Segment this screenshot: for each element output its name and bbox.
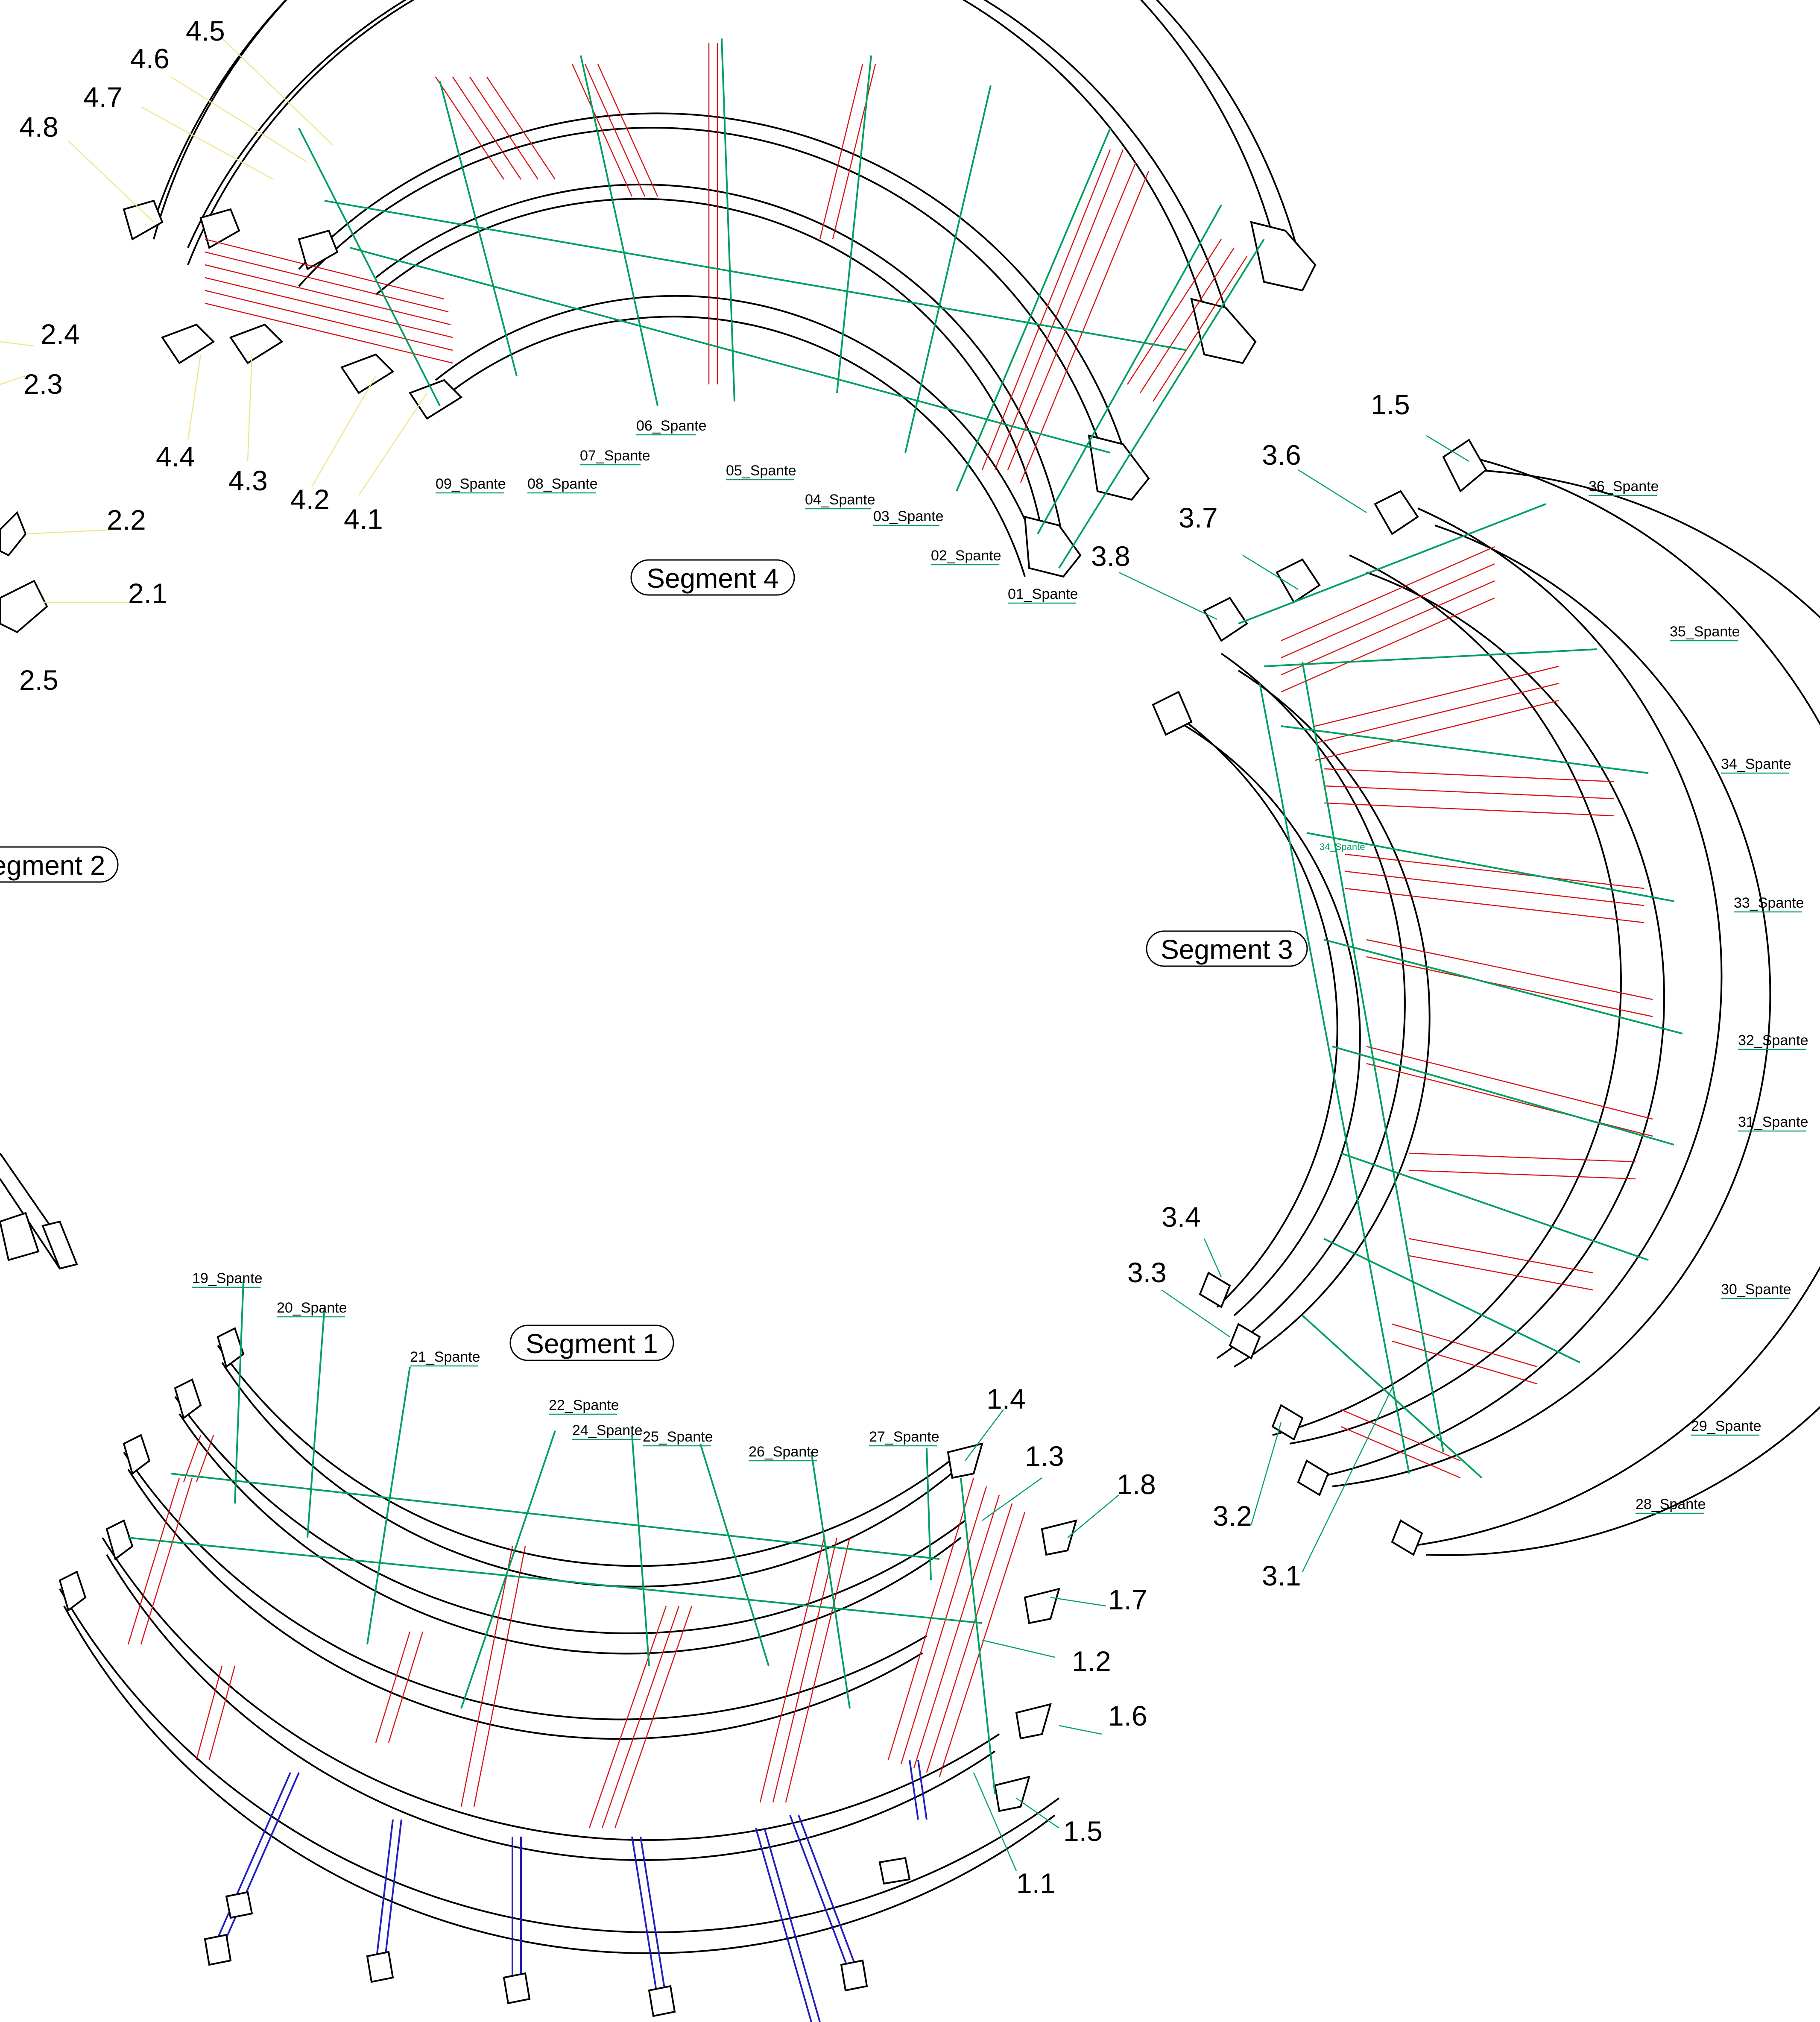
spante-label-07: 07_Spante bbox=[580, 448, 650, 464]
label-1-5-bottom: 1.5 bbox=[1063, 1815, 1103, 1847]
label-4-1: 4.1 bbox=[344, 503, 383, 535]
segment-3-tag bbox=[1146, 930, 1308, 967]
label-1-6: 1.6 bbox=[1108, 1700, 1147, 1732]
spante-label-09: 09_Spante bbox=[436, 476, 506, 492]
segment-4-title: Segment 4 bbox=[647, 563, 779, 594]
label-4-4: 4.4 bbox=[156, 441, 195, 472]
label-3-7: 3.7 bbox=[1179, 502, 1218, 533]
segment-1-tag bbox=[509, 1325, 674, 1361]
spante-label-03: 03_Spante bbox=[873, 508, 944, 525]
spante-label-05: 05_Spante bbox=[726, 463, 796, 479]
label-4-7: 4.7 bbox=[83, 81, 123, 113]
label-2-3: 2.3 bbox=[23, 368, 63, 400]
spante-label-06: 06_Spante bbox=[636, 418, 707, 434]
spante-label-33: 33_Spante bbox=[1734, 895, 1804, 911]
spante-label-21: 21_Spante bbox=[410, 1349, 480, 1365]
spante-label-02: 02_Spante bbox=[931, 548, 1001, 564]
spante-label-36: 36_Spante bbox=[1589, 478, 1659, 495]
segment-3-title: Segment 3 bbox=[1161, 934, 1293, 965]
label-2-1: 2.1 bbox=[128, 577, 167, 609]
label-4-5: 4.5 bbox=[186, 15, 225, 47]
label-4-2: 4.2 bbox=[290, 484, 330, 515]
label-1-2: 1.2 bbox=[1072, 1645, 1111, 1677]
spante-label-29: 29_Spante bbox=[1691, 1418, 1761, 1434]
segment-2-title: egment 2 bbox=[0, 850, 105, 881]
label-3-3: 3.3 bbox=[1127, 1257, 1167, 1288]
label-1-1: 1.1 bbox=[1016, 1867, 1056, 1899]
segment-2-structure bbox=[0, 511, 78, 1270]
label-4-8: 4.8 bbox=[19, 111, 59, 143]
spante-label-26: 26_Spante bbox=[749, 1444, 819, 1460]
segment-2-tag bbox=[0, 846, 119, 883]
spante-label-32: 32_Spante bbox=[1738, 1032, 1808, 1049]
label-2-5: 2.5 bbox=[19, 664, 59, 696]
label-1-4: 1.4 bbox=[986, 1383, 1026, 1415]
spante-label-19: 19_Spante bbox=[192, 1270, 263, 1286]
label-1-8: 1.8 bbox=[1117, 1468, 1156, 1500]
label-1-5-top: 1.5 bbox=[1371, 389, 1410, 420]
label-3-8: 3.8 bbox=[1091, 540, 1130, 572]
spante-label-30: 30_Spante bbox=[1721, 1281, 1791, 1298]
spante-label-34: 34_Spante bbox=[1721, 756, 1791, 772]
spante-label-31: 31_Spante bbox=[1738, 1114, 1808, 1130]
spante-label-28: 28_Spante bbox=[1636, 1496, 1706, 1512]
spante-label-35: 35_Spante bbox=[1670, 624, 1740, 640]
label-4-3: 4.3 bbox=[228, 465, 268, 496]
label-2-4: 2.4 bbox=[41, 318, 80, 350]
spante-label-22: 22_Spante bbox=[549, 1397, 619, 1413]
segment-1-title: Segment 1 bbox=[526, 1328, 658, 1359]
label-2-2: 2.2 bbox=[107, 504, 146, 536]
label-1-3: 1.3 bbox=[1025, 1440, 1064, 1472]
spante-label-01: 01_Spante bbox=[1008, 586, 1078, 602]
spante-label-20: 20_Spante bbox=[277, 1300, 347, 1316]
segment-1-structure bbox=[59, 1281, 1077, 2022]
label-3-1: 3.1 bbox=[1262, 1560, 1301, 1591]
segment-tags: Segment 4 egment 2 Segment 3 Segment 1 bbox=[0, 559, 1308, 1361]
label-4-6: 4.6 bbox=[130, 43, 170, 74]
spante-label-27: 27_Spante bbox=[869, 1429, 939, 1445]
spante-label-04: 04_Spante bbox=[805, 492, 875, 508]
spante-label-08: 08_Spante bbox=[527, 476, 598, 492]
segment-4-tag bbox=[630, 559, 795, 596]
leader-lines bbox=[0, 38, 1469, 1871]
label-1-7: 1.7 bbox=[1108, 1584, 1147, 1615]
spante-labels: 06_Spante 07_Spante 05_Spante 04_Spante … bbox=[192, 418, 1808, 1514]
spante-label-24: 24_Spante bbox=[572, 1422, 643, 1439]
spante-label-34-small: 34_Spante bbox=[1320, 841, 1365, 852]
segment-3-structure bbox=[1152, 439, 1820, 1556]
label-3-2: 3.2 bbox=[1213, 1500, 1252, 1532]
spante-label-25: 25_Spante bbox=[643, 1429, 713, 1445]
label-3-4: 3.4 bbox=[1162, 1201, 1201, 1233]
segment-4-structure bbox=[123, 0, 1317, 578]
label-3-6: 3.6 bbox=[1262, 439, 1301, 471]
number-labels: 4.5 4.6 4.7 4.8 2.4 2.3 2.2 2.1 2.5 4.4 … bbox=[19, 15, 1410, 1899]
